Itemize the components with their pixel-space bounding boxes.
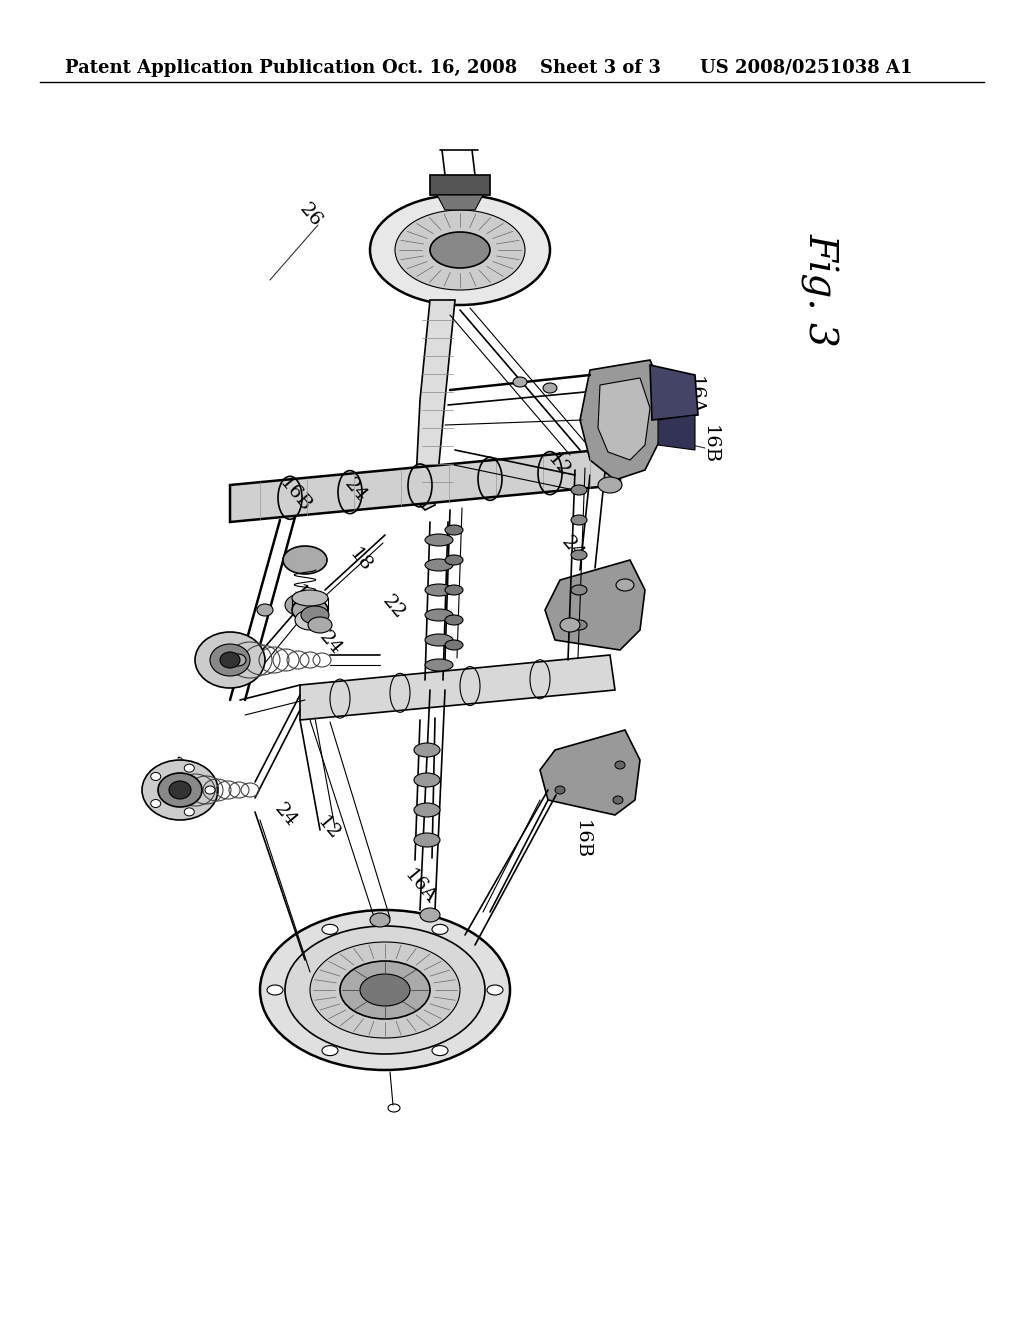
Text: Fig. 3: Fig. 3 — [801, 234, 839, 347]
Ellipse shape — [220, 652, 240, 668]
Ellipse shape — [195, 632, 265, 688]
Ellipse shape — [292, 598, 328, 622]
Ellipse shape — [142, 760, 218, 820]
Ellipse shape — [571, 550, 587, 560]
Text: 18: 18 — [345, 545, 375, 576]
Ellipse shape — [598, 477, 622, 492]
Ellipse shape — [571, 585, 587, 595]
Ellipse shape — [184, 764, 195, 772]
Ellipse shape — [560, 618, 580, 632]
Ellipse shape — [322, 1045, 338, 1056]
Ellipse shape — [571, 515, 587, 525]
Ellipse shape — [425, 558, 453, 572]
Ellipse shape — [283, 546, 327, 574]
Text: 12: 12 — [313, 813, 343, 843]
Ellipse shape — [230, 653, 246, 667]
Ellipse shape — [425, 609, 453, 620]
Ellipse shape — [295, 610, 325, 630]
Ellipse shape — [151, 800, 161, 808]
Ellipse shape — [616, 579, 634, 591]
Ellipse shape — [414, 743, 440, 756]
Text: 16A: 16A — [289, 582, 328, 623]
Polygon shape — [430, 176, 490, 195]
Ellipse shape — [260, 909, 510, 1071]
Text: 22: 22 — [378, 591, 408, 622]
Ellipse shape — [543, 383, 557, 393]
Ellipse shape — [285, 927, 485, 1053]
Text: 12: 12 — [543, 450, 572, 480]
Ellipse shape — [184, 808, 195, 816]
Ellipse shape — [445, 615, 463, 624]
Text: 16B: 16B — [701, 425, 719, 465]
Text: 16: 16 — [579, 587, 597, 612]
Polygon shape — [540, 730, 640, 814]
Ellipse shape — [414, 833, 440, 847]
Ellipse shape — [210, 644, 250, 676]
Ellipse shape — [360, 974, 410, 1006]
Polygon shape — [300, 655, 615, 719]
Ellipse shape — [571, 620, 587, 630]
Ellipse shape — [425, 659, 453, 671]
Ellipse shape — [445, 585, 463, 595]
Ellipse shape — [555, 785, 565, 795]
Ellipse shape — [425, 634, 453, 645]
Ellipse shape — [487, 985, 503, 995]
Text: Oct. 16, 2008: Oct. 16, 2008 — [382, 59, 517, 77]
Ellipse shape — [158, 774, 202, 807]
Text: Sheet 3 of 3: Sheet 3 of 3 — [540, 59, 660, 77]
Text: 16B: 16B — [573, 821, 591, 859]
Ellipse shape — [310, 942, 460, 1038]
Ellipse shape — [414, 803, 440, 817]
Polygon shape — [650, 366, 698, 420]
Text: 16A: 16A — [686, 376, 705, 414]
Ellipse shape — [169, 781, 191, 799]
Text: Patent Application Publication: Patent Application Publication — [65, 59, 375, 77]
Ellipse shape — [432, 1045, 449, 1056]
Text: 26: 26 — [295, 199, 325, 230]
Polygon shape — [415, 300, 455, 510]
Text: 26: 26 — [163, 755, 193, 785]
Polygon shape — [580, 360, 665, 480]
Ellipse shape — [395, 210, 525, 290]
Text: 24: 24 — [315, 628, 345, 659]
Polygon shape — [658, 414, 695, 450]
Ellipse shape — [340, 961, 430, 1019]
Ellipse shape — [571, 484, 587, 495]
Polygon shape — [230, 447, 620, 521]
Text: 24: 24 — [557, 533, 587, 564]
Ellipse shape — [613, 796, 623, 804]
Ellipse shape — [370, 195, 550, 305]
Text: 24: 24 — [270, 800, 300, 830]
Ellipse shape — [205, 785, 215, 795]
Ellipse shape — [267, 985, 283, 995]
Ellipse shape — [151, 772, 161, 780]
Ellipse shape — [301, 606, 329, 624]
Polygon shape — [437, 195, 483, 210]
Ellipse shape — [615, 762, 625, 770]
Ellipse shape — [425, 535, 453, 546]
Ellipse shape — [370, 913, 390, 927]
Ellipse shape — [257, 605, 273, 616]
Ellipse shape — [445, 554, 463, 565]
Ellipse shape — [432, 924, 449, 935]
Ellipse shape — [445, 640, 463, 649]
Ellipse shape — [414, 774, 440, 787]
Ellipse shape — [425, 583, 453, 597]
Polygon shape — [545, 560, 645, 649]
Text: 16B: 16B — [275, 474, 314, 516]
Ellipse shape — [308, 616, 332, 634]
Ellipse shape — [292, 590, 328, 606]
Ellipse shape — [430, 232, 490, 268]
Ellipse shape — [420, 908, 440, 921]
Text: US 2008/0251038 A1: US 2008/0251038 A1 — [700, 59, 912, 77]
Text: 16A: 16A — [400, 866, 439, 908]
Polygon shape — [598, 378, 650, 459]
Ellipse shape — [513, 378, 527, 387]
Ellipse shape — [285, 593, 325, 616]
Text: 24: 24 — [340, 475, 370, 506]
Ellipse shape — [322, 924, 338, 935]
Ellipse shape — [445, 525, 463, 535]
